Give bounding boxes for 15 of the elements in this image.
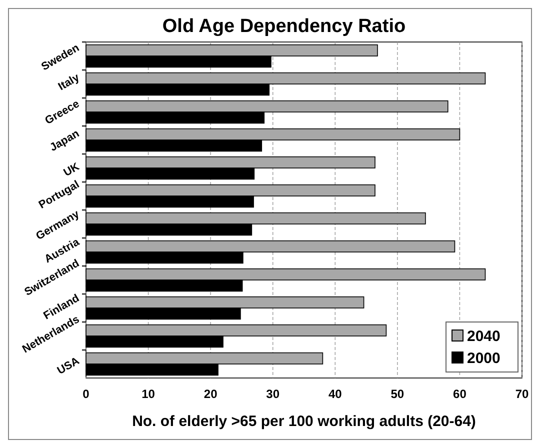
x-tick-label: 20	[204, 387, 218, 401]
legend-label: 2040	[467, 328, 500, 345]
x-tick-label: 30	[266, 387, 280, 401]
x-tick-label: 70	[515, 387, 529, 401]
x-tick-label: 40	[328, 387, 342, 401]
x-tick-label: 60	[453, 387, 467, 401]
y-tick-label: USA	[55, 355, 82, 378]
y-tick-label: Italy	[56, 71, 82, 94]
y-tick-label: UK	[62, 160, 82, 180]
chart-title: Old Age Dependency Ratio	[162, 16, 406, 37]
x-tick-label: 50	[390, 387, 404, 401]
legend-label: 2000	[467, 350, 500, 367]
x-tick-label: 10	[142, 387, 156, 401]
x-axis-title: No. of elderly >65 per 100 working adults (20-64)	[132, 413, 476, 430]
x-tick-label: 0	[82, 387, 90, 401]
